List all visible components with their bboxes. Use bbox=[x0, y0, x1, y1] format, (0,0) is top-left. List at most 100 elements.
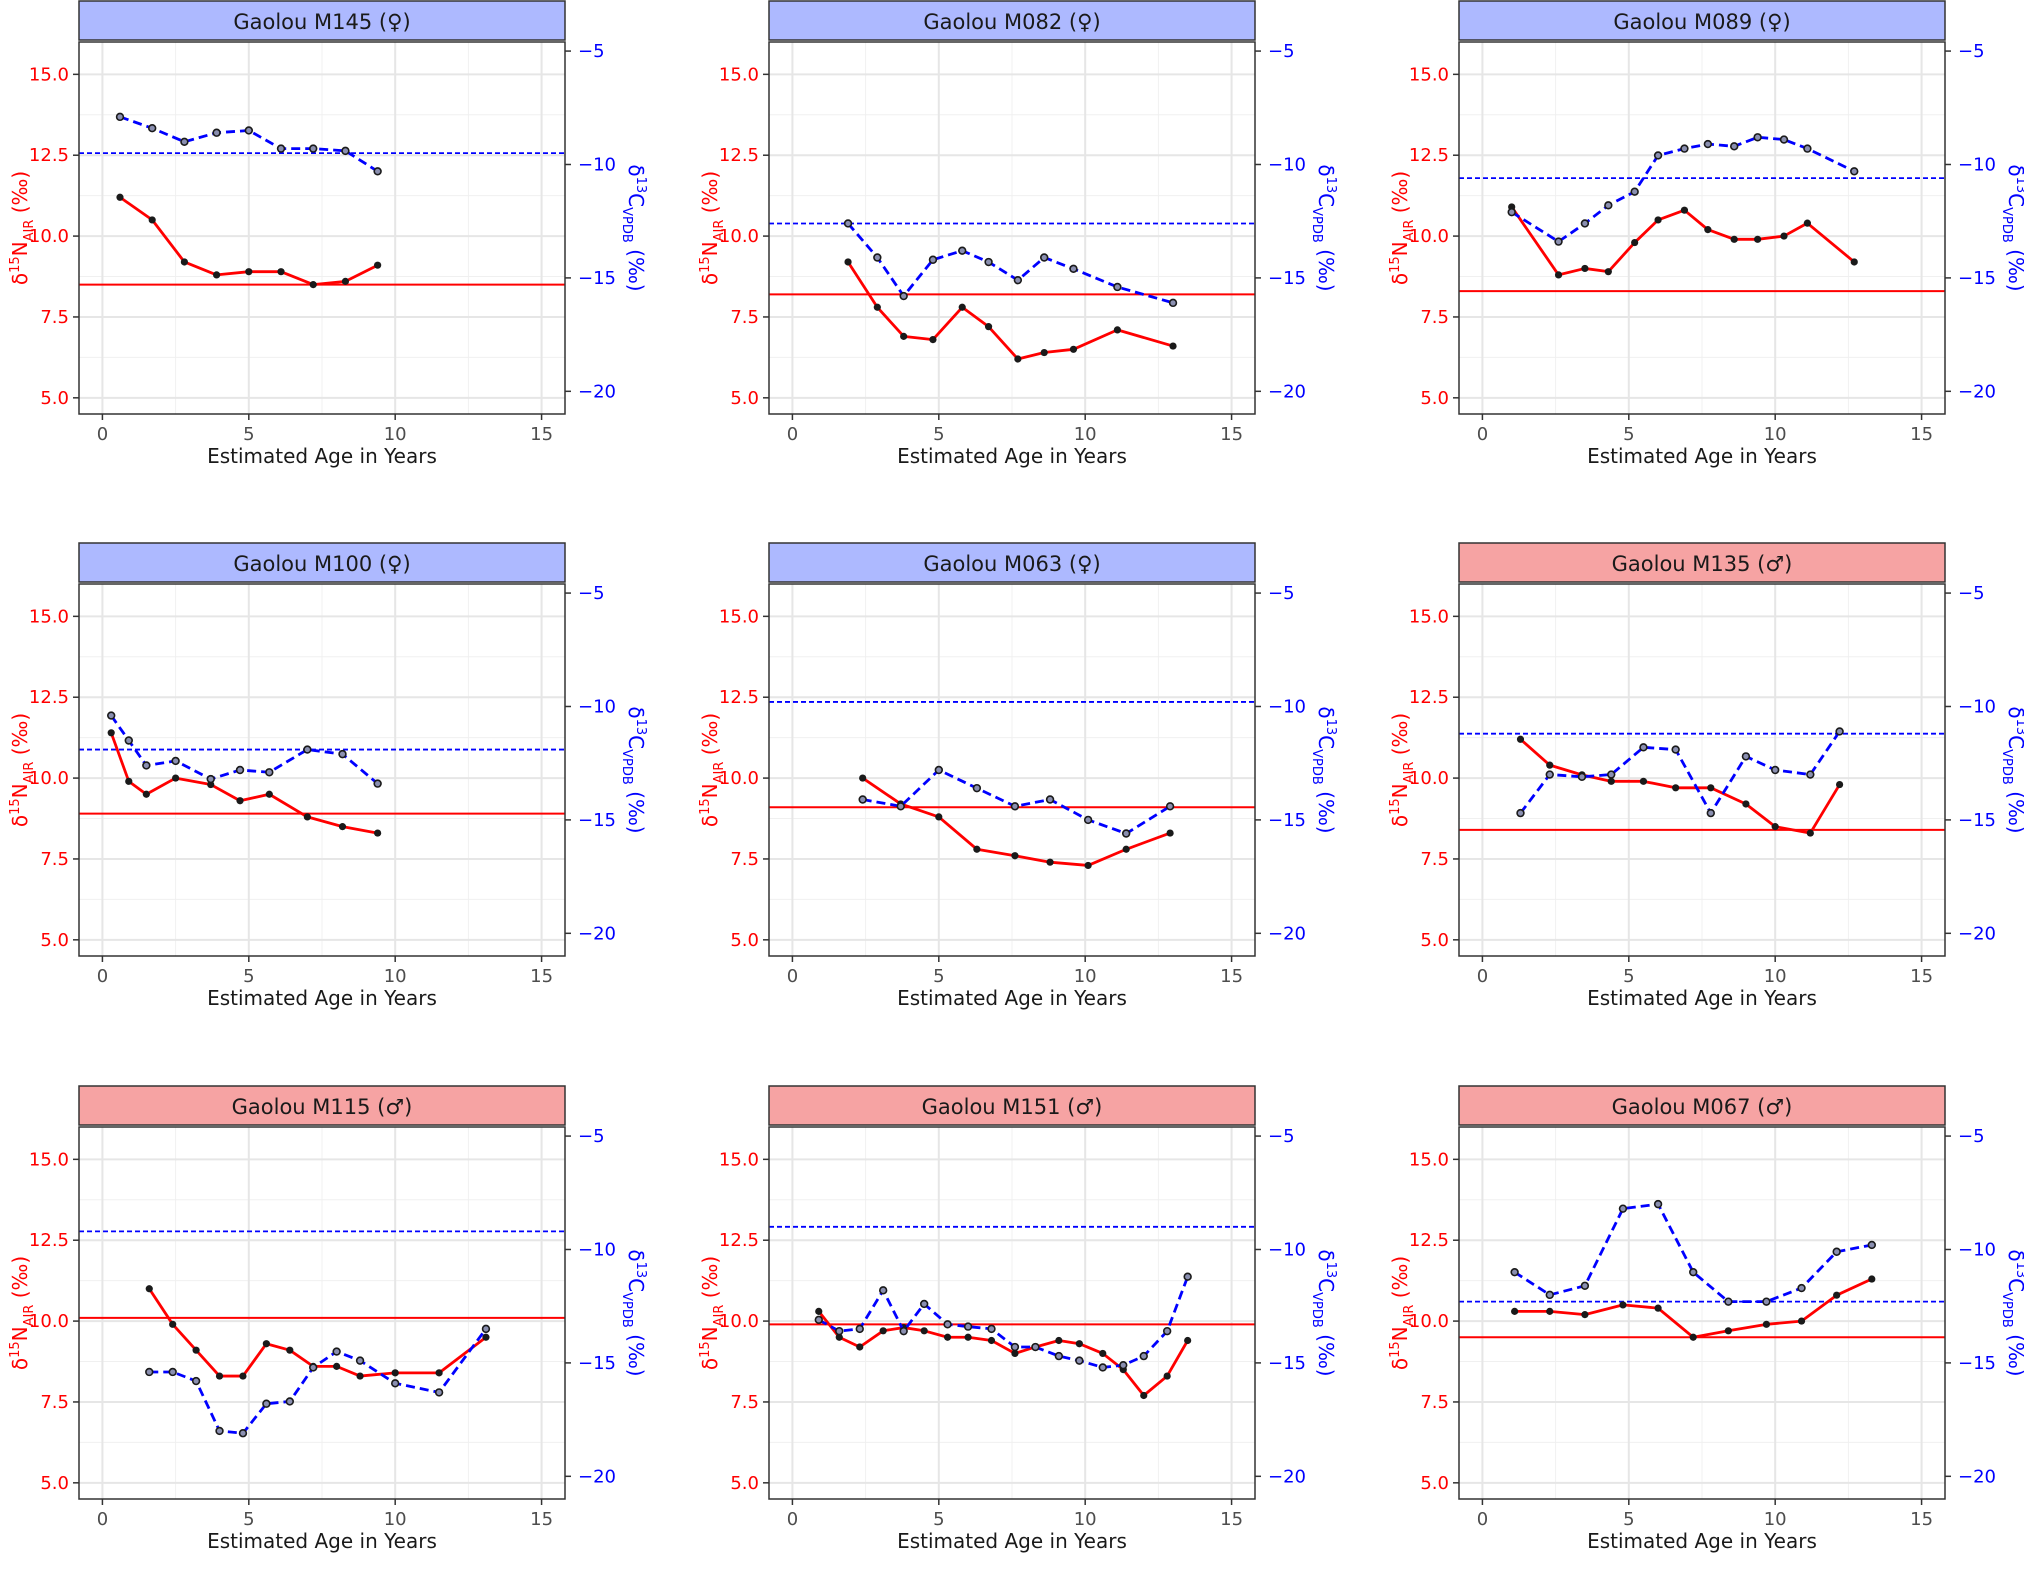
x-tick-label: 10 bbox=[384, 424, 407, 445]
n-data-point bbox=[987, 1336, 996, 1345]
y-left-axis-title: δ15NAIR (‰) bbox=[1388, 171, 1417, 285]
panel-title: Gaolou M115 (♂) bbox=[232, 1095, 413, 1119]
c-data-point bbox=[1010, 1342, 1020, 1352]
n-data-point bbox=[1084, 861, 1092, 870]
panel-title: Gaolou M100 (♀) bbox=[233, 552, 410, 576]
c-data-point bbox=[238, 1429, 248, 1438]
y-right-tick-label: −10 bbox=[578, 696, 616, 717]
n-data-point bbox=[835, 1333, 843, 1341]
n-data-point bbox=[1581, 1311, 1589, 1319]
c-data-point bbox=[1010, 802, 1020, 811]
x-tick-label: 5 bbox=[933, 424, 944, 445]
n-data-point bbox=[1075, 1340, 1083, 1348]
x-tick-label: 10 bbox=[1764, 1509, 1787, 1530]
x-axis-title: Estimated Age in Years bbox=[897, 986, 1127, 1010]
c-data-point bbox=[171, 756, 180, 766]
n-data-point bbox=[1803, 219, 1811, 227]
strip-header bbox=[1458, 1085, 1946, 1126]
c-data-point bbox=[1054, 1351, 1064, 1361]
c-data-point bbox=[1730, 142, 1739, 151]
x-tick-label: 5 bbox=[933, 966, 944, 987]
c-data-point bbox=[244, 126, 254, 135]
panel-title: Gaolou M082 (♀) bbox=[923, 10, 1100, 34]
c-data-point bbox=[115, 112, 125, 122]
c-data-point bbox=[1779, 135, 1789, 144]
y-right-axis-title: δ13CVPDB (‰) bbox=[1309, 164, 1338, 291]
panel-8: Gaolou M151 (♂) 0 5 10 15 Estimated Age in Ye… bbox=[698, 1085, 1338, 1553]
y-left-tick-label: 15.0 bbox=[1409, 1149, 1449, 1170]
n-data-point bbox=[964, 1333, 972, 1341]
x-tick-label: 15 bbox=[1220, 966, 1243, 987]
c-data-point bbox=[928, 255, 938, 264]
n-data-point bbox=[172, 774, 180, 782]
y-left-tick-label: 7.5 bbox=[1420, 849, 1449, 870]
n-data-point bbox=[192, 1346, 200, 1354]
c-data-point bbox=[896, 802, 905, 811]
y-right-tick-label: −10 bbox=[1958, 154, 1996, 175]
y-left-tick-label: 10.0 bbox=[1409, 226, 1449, 247]
n-data-point bbox=[1639, 777, 1648, 785]
y-left-tick-label: 5.0 bbox=[730, 930, 759, 951]
n-data-point bbox=[844, 258, 852, 266]
x-tick-label: 5 bbox=[243, 424, 254, 445]
c-data-point bbox=[180, 137, 189, 147]
c-data-point bbox=[212, 128, 221, 137]
y-right-tick-label: −5 bbox=[578, 583, 605, 604]
y-left-tick-label: 15.0 bbox=[1409, 606, 1449, 627]
y-left-tick-label: 5.0 bbox=[1420, 388, 1449, 409]
n-data-point bbox=[341, 277, 350, 285]
y-left-tick-label: 10.0 bbox=[1409, 1311, 1449, 1332]
x-tick-label: 5 bbox=[243, 1509, 254, 1530]
n-data-point bbox=[1742, 800, 1750, 808]
y-right-tick-label: −5 bbox=[1268, 41, 1295, 62]
c-data-point bbox=[1119, 1360, 1128, 1370]
c-data-point bbox=[899, 1326, 908, 1336]
x-axis-title: Estimated Age in Years bbox=[897, 1529, 1127, 1553]
y-left-tick-label: 7.5 bbox=[1420, 1392, 1449, 1413]
n-data-point bbox=[873, 303, 881, 311]
n-data-point bbox=[1511, 1307, 1519, 1315]
n-data-point bbox=[1868, 1275, 1876, 1283]
panel-border bbox=[1458, 41, 1946, 415]
n-data-point bbox=[148, 216, 156, 224]
n-data-point bbox=[1836, 780, 1844, 789]
y-left-axis-title: δ15NAIR (‰) bbox=[8, 171, 37, 285]
n-data-point bbox=[1850, 258, 1858, 266]
x-tick-label: 10 bbox=[384, 966, 407, 987]
y-left-axis-title: δ15NAIR (‰) bbox=[8, 713, 37, 827]
n-data-point bbox=[1166, 829, 1174, 837]
c-data-point bbox=[1653, 151, 1663, 160]
n-data-point bbox=[213, 271, 221, 279]
n-data-point bbox=[1113, 326, 1121, 334]
c-data-point bbox=[984, 257, 993, 267]
x-tick-label: 10 bbox=[1074, 1509, 1097, 1530]
y-left-tick-label: 10.0 bbox=[719, 1311, 759, 1332]
x-tick-label: 15 bbox=[530, 966, 553, 987]
n-data-point bbox=[245, 268, 253, 276]
y-right-tick-label: −10 bbox=[1958, 1239, 1996, 1260]
y-left-tick-label: 12.5 bbox=[29, 1230, 69, 1251]
n-data-point bbox=[1046, 858, 1054, 866]
n-data-point bbox=[1099, 1349, 1107, 1358]
n-data-point bbox=[1833, 1291, 1841, 1299]
strip-header bbox=[1458, 0, 1946, 41]
panel-border bbox=[768, 1126, 1256, 1500]
n-data-point bbox=[391, 1369, 399, 1377]
n-data-point bbox=[277, 268, 285, 276]
n-data-point bbox=[1055, 1336, 1063, 1345]
x-tick-label: 5 bbox=[1623, 1509, 1634, 1530]
y-right-tick-label: −15 bbox=[578, 268, 616, 289]
c-data-point bbox=[1168, 298, 1178, 308]
c-data-point bbox=[1121, 829, 1131, 838]
n-data-point bbox=[333, 1362, 341, 1370]
c-data-point bbox=[309, 144, 318, 153]
y-right-tick-label: −15 bbox=[1958, 1353, 1996, 1374]
n-data-point bbox=[374, 261, 382, 269]
y-left-tick-label: 15.0 bbox=[719, 1149, 759, 1170]
y-right-tick-label: −10 bbox=[578, 1239, 616, 1260]
c-data-point bbox=[338, 749, 347, 759]
n-data-point bbox=[1654, 216, 1662, 224]
x-axis-title: Estimated Age in Years bbox=[1587, 986, 1817, 1010]
n-data-point bbox=[180, 258, 188, 266]
